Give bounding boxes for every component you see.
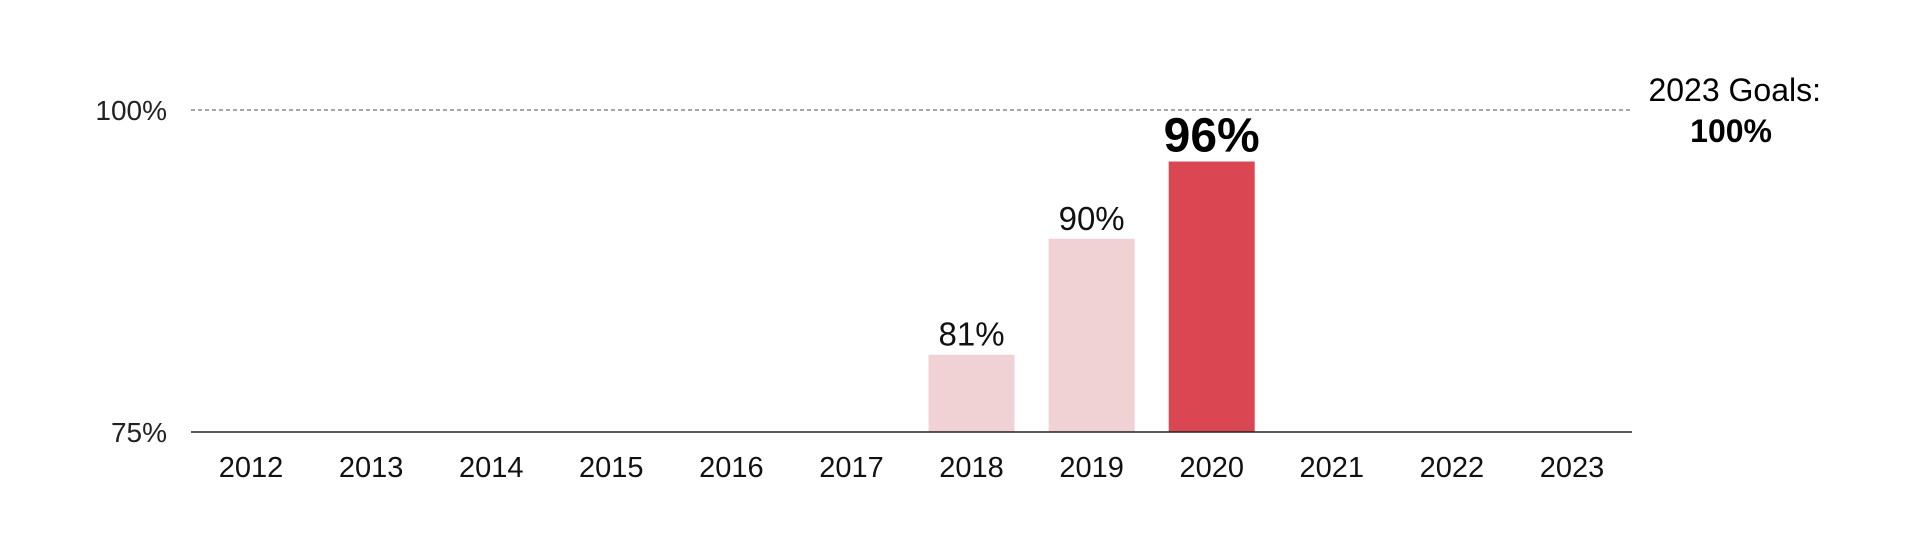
data-label-2019: 90% [1059,200,1125,237]
x-tick-label-2022: 2022 [1420,452,1485,484]
x-tick-label-2013: 2013 [339,452,404,484]
x-tick-label-2017: 2017 [819,452,884,484]
y-tick-label-75: 75% [111,417,167,448]
bar-2018 [928,354,1015,432]
goal-title: 2023 Goals: [1648,72,1821,108]
goal-layer: 2023 Goals: 100% [191,72,1821,149]
x-tick-label-2012: 2012 [219,452,284,484]
x-tick-label-2020: 2020 [1179,452,1244,484]
x-tick-label-2021: 2021 [1300,452,1365,484]
x-tick-label-2014: 2014 [459,452,524,484]
y-tick-label-100: 100% [95,95,167,126]
bars [928,161,1255,432]
value-labels: 81% 90% 96% [939,110,1260,353]
data-label-2018: 81% [939,316,1005,353]
data-label-2020: 96% [1164,110,1260,163]
x-tick-label-2015: 2015 [579,452,644,484]
x-tick-label-2016: 2016 [699,452,764,484]
x-tick-label-2019: 2019 [1059,452,1124,484]
bar-2020 [1168,161,1255,432]
goal-value-label: 100% [1690,113,1772,149]
y-axis: 75% 100% [95,95,167,448]
bar-2019 [1048,238,1135,432]
x-tick-label-2018: 2018 [939,452,1004,484]
x-tick-label-2023: 2023 [1540,452,1605,484]
x-axis: 2012 2013 2014 2015 2016 2017 2018 2019 2020 2021… [219,452,1604,484]
